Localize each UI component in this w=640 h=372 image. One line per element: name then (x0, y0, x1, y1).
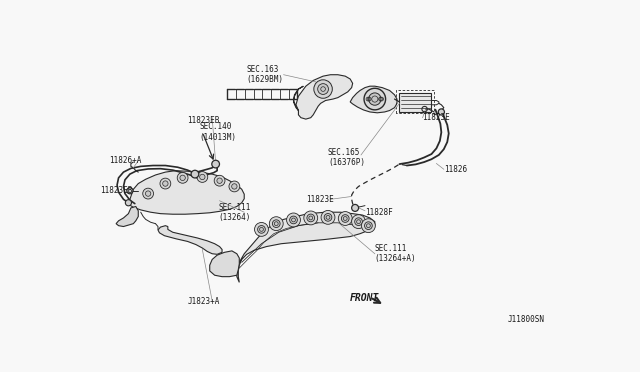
Circle shape (355, 218, 362, 225)
Text: J11800SN: J11800SN (508, 315, 545, 324)
Polygon shape (237, 212, 375, 282)
Circle shape (314, 80, 332, 98)
Circle shape (258, 225, 266, 233)
Text: SEC.140
(14013M): SEC.140 (14013M) (200, 122, 237, 142)
Circle shape (269, 217, 283, 231)
Text: SEC.165
(16376P): SEC.165 (16376P) (328, 148, 365, 167)
Text: 11823E: 11823E (306, 195, 333, 204)
Circle shape (217, 178, 222, 183)
Polygon shape (129, 171, 244, 214)
Polygon shape (158, 226, 222, 254)
Circle shape (317, 84, 328, 94)
Text: SEC.111
(13264): SEC.111 (13264) (219, 202, 251, 222)
Text: 11826+A: 11826+A (109, 156, 141, 165)
Text: FRONT: FRONT (350, 293, 380, 303)
Text: SEC.163
(1629BM): SEC.163 (1629BM) (246, 65, 284, 84)
Circle shape (127, 187, 133, 194)
Text: 11823EB: 11823EB (188, 116, 220, 125)
Circle shape (287, 213, 300, 227)
Circle shape (212, 160, 220, 168)
Circle shape (163, 181, 168, 186)
Text: SEC.111
(13264+A): SEC.111 (13264+A) (375, 244, 417, 263)
Text: 11823EB: 11823EB (100, 186, 132, 195)
Circle shape (304, 211, 317, 225)
Circle shape (214, 175, 225, 186)
Circle shape (143, 188, 154, 199)
Circle shape (160, 178, 171, 189)
Circle shape (229, 181, 240, 192)
Circle shape (351, 215, 365, 228)
Circle shape (191, 170, 199, 178)
Circle shape (438, 109, 444, 115)
Polygon shape (296, 75, 353, 119)
Polygon shape (294, 86, 303, 110)
Circle shape (273, 220, 280, 228)
Circle shape (197, 171, 208, 182)
Circle shape (364, 88, 385, 110)
Text: J1823+A: J1823+A (188, 296, 220, 305)
Circle shape (145, 191, 151, 196)
Circle shape (200, 174, 205, 180)
Circle shape (324, 214, 332, 221)
Polygon shape (350, 86, 397, 113)
Circle shape (290, 216, 298, 224)
Circle shape (125, 200, 131, 206)
Circle shape (321, 211, 335, 224)
Circle shape (362, 219, 375, 232)
Circle shape (365, 222, 372, 230)
Circle shape (341, 215, 349, 222)
Text: 11828F: 11828F (365, 208, 393, 217)
Circle shape (339, 212, 352, 225)
Text: 11823E: 11823E (422, 113, 449, 122)
Circle shape (180, 175, 186, 180)
Circle shape (351, 205, 358, 211)
Circle shape (232, 184, 237, 189)
Polygon shape (399, 93, 431, 112)
Circle shape (177, 173, 188, 183)
Text: 11826: 11826 (444, 165, 467, 174)
Circle shape (369, 93, 381, 105)
Polygon shape (116, 206, 138, 227)
Circle shape (307, 214, 315, 222)
Circle shape (255, 222, 268, 236)
Polygon shape (210, 251, 239, 277)
